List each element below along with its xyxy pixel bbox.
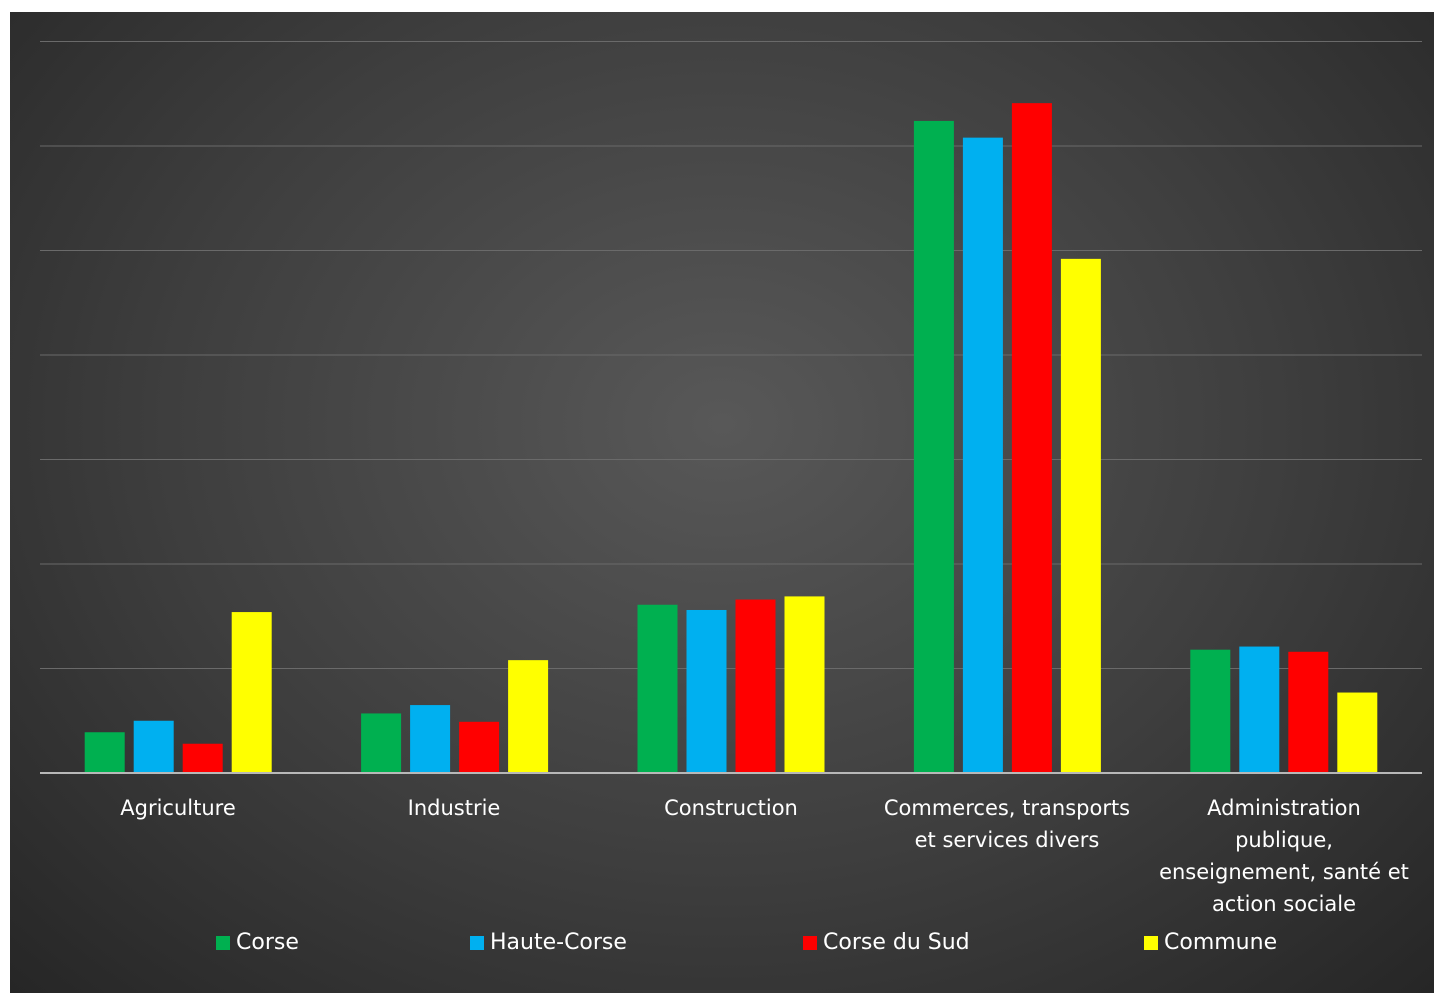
bar-haute-corse-4 bbox=[1239, 646, 1280, 773]
legend-swatch-haute-corse bbox=[470, 935, 484, 950]
legend: Corse Haute-Corse Corse du Sud Commune bbox=[10, 930, 1434, 970]
legend-item-corse: Corse bbox=[216, 930, 299, 955]
chart-area: Agriculture Industrie Construction Comme… bbox=[10, 12, 1434, 993]
bar-chart bbox=[40, 41, 1422, 774]
category-label-industrie: Industrie bbox=[407, 796, 501, 820]
bar-corse-du-sud-3 bbox=[1011, 103, 1052, 773]
bar-corse-du-sud-4 bbox=[1288, 651, 1329, 773]
bar-haute-corse-0 bbox=[133, 720, 174, 773]
bar-corse-4 bbox=[1190, 649, 1231, 773]
bar-commune-0 bbox=[231, 612, 272, 773]
bar-haute-corse-3 bbox=[962, 137, 1003, 773]
category-label-construction: Construction bbox=[664, 796, 798, 820]
bar-corse-2 bbox=[637, 604, 678, 773]
bar-haute-corse-2 bbox=[686, 609, 727, 773]
legend-item-haute-corse: Haute-Corse bbox=[470, 930, 627, 955]
legend-label-haute-corse: Haute-Corse bbox=[490, 930, 627, 955]
legend-item-corse-du-sud: Corse du Sud bbox=[803, 930, 970, 955]
bar-corse-3 bbox=[913, 120, 954, 774]
bar-corse-du-sud-0 bbox=[182, 743, 223, 773]
bar-commune-2 bbox=[784, 596, 825, 773]
category-label-agriculture: Agriculture bbox=[120, 796, 236, 820]
bar-corse-du-sud-1 bbox=[459, 721, 500, 773]
legend-swatch-commune bbox=[1144, 935, 1158, 950]
category-label-administration: Administration publique, enseignement, s… bbox=[1159, 796, 1409, 916]
legend-label-corse: Corse bbox=[236, 930, 299, 955]
bar-corse-1 bbox=[361, 713, 402, 773]
bar-haute-corse-1 bbox=[410, 705, 451, 773]
legend-label-commune: Commune bbox=[1164, 930, 1278, 955]
legend-swatch-corse-du-sud bbox=[803, 935, 817, 950]
legend-swatch-corse bbox=[216, 935, 230, 950]
legend-label-corse-du-sud: Corse du Sud bbox=[823, 930, 970, 955]
bar-commune-4 bbox=[1337, 692, 1378, 773]
bar-corse-du-sud-2 bbox=[735, 599, 776, 773]
bar-corse-0 bbox=[84, 732, 125, 773]
legend-item-commune: Commune bbox=[1144, 930, 1277, 955]
bar-commune-3 bbox=[1060, 258, 1101, 773]
category-label-commerces: Commerces, transports et services divers bbox=[883, 796, 1131, 852]
bar-commune-1 bbox=[508, 660, 549, 773]
